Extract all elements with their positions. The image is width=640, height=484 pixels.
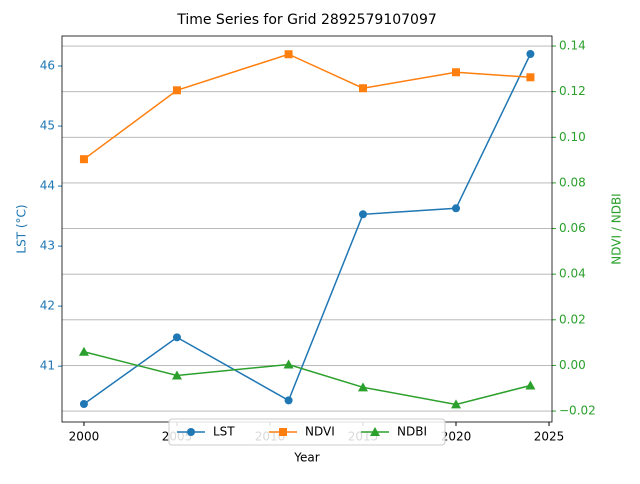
marker	[452, 204, 461, 213]
y2-tick-label: 0.08	[559, 175, 586, 189]
marker	[172, 333, 181, 342]
x-tick-label: 2000	[69, 430, 100, 444]
y2-tick-label: 0.04	[559, 267, 586, 281]
legend-box	[168, 418, 446, 446]
marker	[79, 399, 88, 408]
marker	[171, 370, 182, 380]
y2-tick-label: 0.12	[559, 84, 586, 98]
y2-tick-label: 0.10	[559, 130, 586, 144]
y-tick-label: 42	[40, 299, 55, 313]
x-tick-label: 2025	[534, 430, 565, 444]
series-line	[83, 351, 531, 406]
y-tick-label: 45	[40, 119, 55, 133]
y2-tick-label: 0.14	[559, 39, 586, 53]
y2-tick-label: 0.00	[559, 358, 586, 372]
chart-title: Time Series for Grid 2892579107097	[176, 12, 437, 28]
legend-marker	[370, 427, 380, 436]
y2-tick-label: 0.06	[559, 221, 586, 235]
marker	[358, 210, 367, 219]
y2-axis-label: NDVI / NDBI	[610, 193, 624, 264]
series-line	[83, 53, 531, 160]
legend-label: NDBI	[397, 425, 427, 439]
y-tick-label: 44	[40, 179, 55, 193]
y-axis-label: LST (°C)	[15, 204, 29, 253]
marker	[284, 50, 293, 59]
legend-marker	[187, 428, 195, 436]
y2-tick-label: −0.02	[559, 404, 596, 418]
legend-marker	[279, 428, 287, 436]
legend-label: NDVI	[305, 425, 335, 439]
plot-frame	[61, 35, 553, 423]
x-tick-label: 2020	[441, 430, 472, 444]
marker	[358, 84, 367, 93]
series-line	[83, 53, 532, 405]
marker	[79, 155, 88, 164]
y-tick-label: 43	[40, 239, 55, 253]
x-axis-label: Year	[293, 451, 319, 465]
marker	[526, 50, 535, 59]
marker	[172, 86, 181, 95]
marker	[284, 396, 293, 405]
legend-label: LST	[213, 425, 235, 439]
y-tick-label: 46	[40, 59, 55, 73]
y-tick-label: 41	[40, 359, 55, 373]
marker	[283, 359, 294, 369]
marker	[451, 399, 462, 409]
marker	[526, 73, 535, 82]
marker	[78, 346, 89, 356]
marker	[525, 380, 536, 390]
marker	[452, 68, 461, 77]
y2-tick-label: 0.02	[559, 312, 586, 326]
marker	[357, 382, 368, 392]
